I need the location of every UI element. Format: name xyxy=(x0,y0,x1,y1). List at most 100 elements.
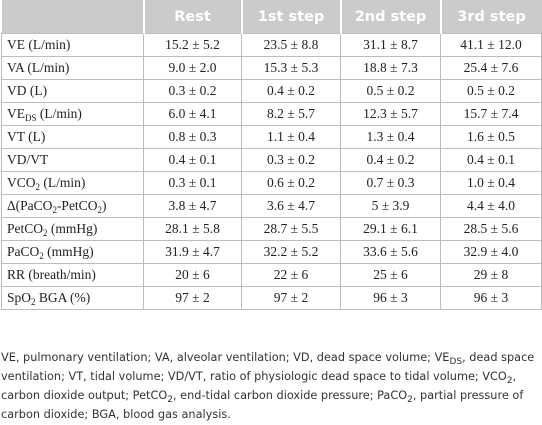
text-part: VT (L) xyxy=(7,129,46,144)
corner-cell xyxy=(1,0,144,34)
text-part: PetCO xyxy=(7,221,44,236)
subscript: 2 xyxy=(31,297,36,307)
table-cell: 97 ± 2 xyxy=(143,286,242,310)
table-cell: 41.1 ± 12.0 xyxy=(440,33,542,57)
text-part: , carbon dioxide output; PetCO xyxy=(1,370,517,402)
text-part: VD/VT xyxy=(7,152,49,167)
table-row: VD (L) 0.3 ± 0.2 0.4 ± 0.2 0.5 ± 0.2 0.5 ± 0… xyxy=(1,79,542,103)
table-row: VA (L/min) 9.0 ± 2.0 15.3 ± 5.3 18.8 ± 7.3 2… xyxy=(1,56,542,80)
data-table: Rest 1st step 2nd step 3rd step VE (L/min) 1… xyxy=(1,0,542,310)
row-label: Δ(PaCO2-PetCO2) xyxy=(1,194,144,218)
table-cell: 15.2 ± 5.2 xyxy=(143,33,242,57)
table-cell: 29.1 ± 6.1 xyxy=(340,217,441,241)
table-cell: 0.6 ± 0.2 xyxy=(241,171,341,195)
table-cell: 31.9 ± 4.7 xyxy=(143,240,242,264)
table-row: VCO2 (L/min) 0.3 ± 0.1 0.6 ± 0.2 0.7 ± 0.3 1… xyxy=(1,171,542,195)
table-cell: 0.5 ± 0.2 xyxy=(340,79,441,103)
table-cell: 1.3 ± 0.4 xyxy=(340,125,441,149)
table-row: VE (L/min) 15.2 ± 5.2 23.5 ± 8.8 31.1 ± 8.7… xyxy=(1,33,542,57)
text-part: VE (L/min) xyxy=(7,37,71,52)
row-label: VCO2 (L/min) xyxy=(1,171,144,195)
column-header: 2nd step xyxy=(339,0,441,34)
table-cell: 32.2 ± 5.2 xyxy=(241,240,341,264)
table-cell: 97 ± 2 xyxy=(241,286,341,310)
table-cell: 25.4 ± 7.6 xyxy=(440,56,542,80)
subscript: DS xyxy=(25,113,37,123)
text-part: -PetCO xyxy=(56,198,98,213)
text-part: VE, pulmonary ventilation; VA, alveolar … xyxy=(1,351,450,364)
column-header: 3rd step xyxy=(439,0,542,34)
table-cell: 12.3 ± 5.7 xyxy=(340,102,441,126)
text-part: VE xyxy=(7,106,25,121)
row-label: VD/VT xyxy=(1,148,144,172)
table-cell: 28.5 ± 5.6 xyxy=(440,217,542,241)
text-part: (L/min) xyxy=(36,106,82,121)
text-part: , partial pressure of carbon dioxide; BG… xyxy=(1,389,524,421)
table-cell: 23.5 ± 8.8 xyxy=(241,33,341,57)
row-label: SpO2 BGA (%) xyxy=(1,286,144,310)
subscript: 2 xyxy=(167,395,173,405)
text-part: Δ(PaCO xyxy=(7,198,53,213)
text-part: VD (L) xyxy=(7,83,48,98)
table-cell: 0.7 ± 0.3 xyxy=(340,171,441,195)
table-cell: 0.4 ± 0.2 xyxy=(241,79,341,103)
text-part: ) xyxy=(101,198,107,213)
text-part: (mmHg) xyxy=(43,244,94,259)
table-cell: 0.3 ± 0.2 xyxy=(241,148,341,172)
subscript: 2 xyxy=(39,251,44,261)
table-cell: 28.1 ± 5.8 xyxy=(143,217,242,241)
table-cell: 0.8 ± 0.3 xyxy=(143,125,242,149)
row-label: VT (L) xyxy=(1,125,144,149)
table-cell: 33.6 ± 5.6 xyxy=(340,240,441,264)
table-row: Δ(PaCO2-PetCO2) 3.8 ± 4.7 3.6 ± 4.7 5 ± 3.9… xyxy=(1,194,542,218)
table-cell: 8.2 ± 5.7 xyxy=(241,102,341,126)
column-header: 1st step xyxy=(240,0,341,34)
table-body: VE (L/min) 15.2 ± 5.2 23.5 ± 8.8 31.1 ± 8.7… xyxy=(1,33,542,310)
row-label: VE (L/min) xyxy=(1,33,144,57)
header-row: Rest 1st step 2nd step 3rd step xyxy=(1,0,542,34)
table-cell: 20 ± 6 xyxy=(143,263,242,287)
table-cell: 0.5 ± 0.2 xyxy=(440,79,542,103)
table-cell: 4.4 ± 4.0 xyxy=(440,194,542,218)
table-cell: 18.8 ± 7.3 xyxy=(340,56,441,80)
text-part: (L/min) xyxy=(40,175,86,190)
table-cell: 9.0 ± 2.0 xyxy=(143,56,242,80)
table-row: PetCO2 (mmHg) 28.1 ± 5.8 28.7 ± 5.5 29.1 ± … xyxy=(1,217,542,241)
table-cell: 1.6 ± 0.5 xyxy=(440,125,542,149)
text-part: , dead space ventilation; VT, tidal volu… xyxy=(1,351,535,383)
table-cell: 0.4 ± 0.1 xyxy=(143,148,242,172)
table-row: VD/VT 0.4 ± 0.1 0.3 ± 0.2 0.4 ± 0.2 0.4 ± 0.… xyxy=(1,148,542,172)
text-part: , end-tidal carbon dioxide pressure; PaC… xyxy=(172,389,408,402)
table-cell: 1.0 ± 0.4 xyxy=(440,171,542,195)
table-row: VEDS (L/min) 6.0 ± 4.1 8.2 ± 5.7 12.3 ± 5.7… xyxy=(1,102,542,126)
footnote: VE, pulmonary ventilation; VA, alveolar … xyxy=(1,348,541,424)
table-cell: 3.8 ± 4.7 xyxy=(143,194,242,218)
table-cell: 0.3 ± 0.1 xyxy=(143,171,242,195)
text-part: VA (L/min) xyxy=(7,60,70,75)
table-row: RR (breath/min) 20 ± 6 22 ± 6 25 ± 6 29 ± 8 xyxy=(1,263,542,287)
text-part: VCO xyxy=(7,175,36,190)
table-row: PaCO2 (mmHg) 31.9 ± 4.7 32.2 ± 5.2 33.6 ± 5… xyxy=(1,240,542,264)
table-cell: 0.4 ± 0.2 xyxy=(340,148,441,172)
table-cell: 3.6 ± 4.7 xyxy=(241,194,341,218)
table-cell: 0.3 ± 0.2 xyxy=(143,79,242,103)
table-cell: 15.3 ± 5.3 xyxy=(241,56,341,80)
text-part: BGA (%) xyxy=(35,290,91,305)
row-label: RR (breath/min) xyxy=(1,263,144,287)
table-row: SpO2 BGA (%) 97 ± 2 97 ± 2 96 ± 3 96 ± 3 xyxy=(1,286,542,310)
subscript: DS xyxy=(449,357,463,367)
table-cell: 31.1 ± 8.7 xyxy=(340,33,441,57)
subscript: 2 xyxy=(52,205,57,215)
text-part: RR (breath/min) xyxy=(7,267,96,282)
table-row: VT (L) 0.8 ± 0.3 1.1 ± 0.4 1.3 ± 0.4 1.6 ± 0… xyxy=(1,125,542,149)
subscript: 2 xyxy=(35,182,41,192)
row-label: VA (L/min) xyxy=(1,56,144,80)
table-cell: 5 ± 3.9 xyxy=(340,194,441,218)
table-cell: 15.7 ± 7.4 xyxy=(440,102,542,126)
column-header: Rest xyxy=(142,0,242,34)
row-label: PetCO2 (mmHg) xyxy=(1,217,144,241)
table-cell: 29 ± 8 xyxy=(440,263,542,287)
subscript: 2 xyxy=(43,228,48,238)
table-cell: 1.1 ± 0.4 xyxy=(241,125,341,149)
